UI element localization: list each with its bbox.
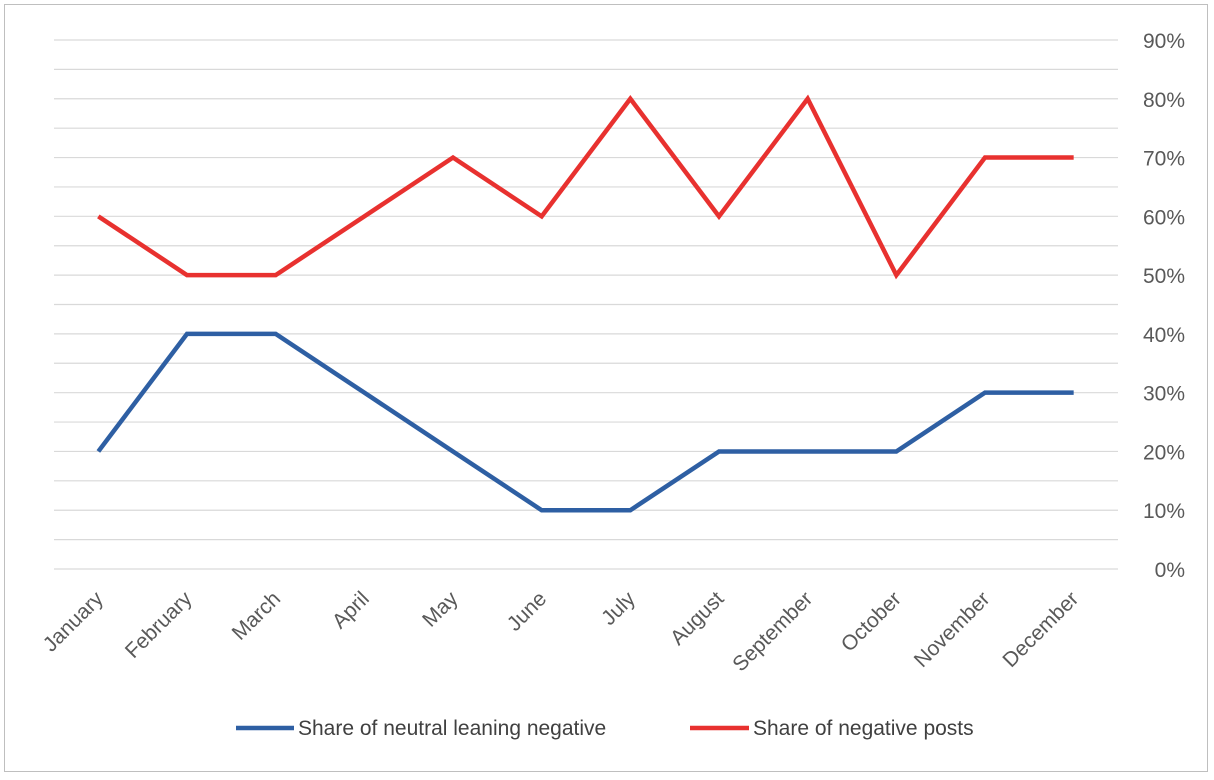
x-axis-tick-labels: January February March April May June July Augu… (39, 587, 1083, 676)
y-tick-label: 20% (1143, 441, 1185, 464)
x-tick-label: January (39, 587, 108, 656)
gridlines (54, 39, 1118, 570)
x-tick-label: March (228, 587, 286, 645)
y-tick-label: 60% (1143, 206, 1185, 229)
y-tick-label: 50% (1143, 265, 1185, 288)
y-tick-label: 40% (1143, 324, 1185, 347)
legend: Share of neutral leaning negative Share o… (236, 717, 974, 740)
y-tick-label: 90% (1143, 30, 1185, 53)
series-line (96, 331, 1074, 513)
y-axis-tick-labels: 0% 10% 20% 30% 40% 50% 60% 70% 80% 90% (1143, 30, 1185, 582)
x-tick-label: April (328, 587, 374, 633)
y-tick-label: 30% (1143, 383, 1185, 406)
x-tick-label: August (666, 587, 729, 650)
y-tick-label: 70% (1143, 148, 1185, 171)
x-tick-label: July (597, 587, 640, 630)
y-tick-label: 10% (1143, 500, 1185, 523)
x-tick-label: May (418, 587, 463, 632)
x-tick-label: September (728, 587, 817, 676)
x-tick-label: December (998, 587, 1083, 672)
x-tick-label: October (837, 587, 906, 656)
series-line (97, 94, 1074, 280)
x-tick-label: February (121, 587, 197, 663)
legend-label: Share of neutral leaning negative (298, 717, 606, 740)
legend-label: Share of negative posts (753, 717, 974, 740)
x-tick-label: June (503, 587, 551, 635)
series-lines (96, 94, 1074, 513)
y-tick-label: 80% (1143, 89, 1185, 112)
y-tick-label: 0% (1155, 559, 1185, 582)
x-tick-label: November (910, 587, 995, 672)
